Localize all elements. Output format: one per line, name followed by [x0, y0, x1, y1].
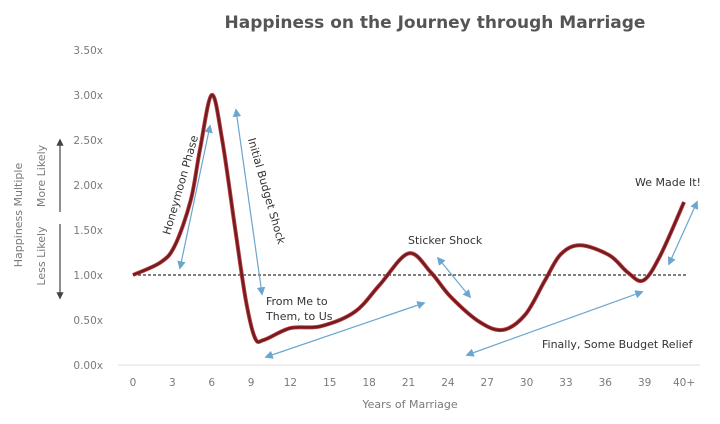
x-tick-label: 6 [208, 377, 215, 389]
annotation-arrow-me-to-us [264, 301, 426, 359]
y-tick-label: 2.00x [73, 180, 103, 192]
x-tick-label: 33 [559, 377, 572, 389]
annotation-me-to-us-1: From Me to [266, 295, 328, 308]
x-tick-label: 3 [169, 377, 176, 389]
x-tick-label: 9 [248, 377, 255, 389]
chart-title: Happiness on the Journey through Marriag… [225, 13, 646, 33]
annotation-arrow-budget [232, 108, 266, 296]
happiness-line-shadow [132, 92, 686, 344]
y-tick-label: 1.00x [73, 270, 103, 282]
annotation-me-to-us-2: Them, to Us [265, 310, 333, 323]
x-tick-label: 30 [520, 377, 533, 389]
x-tick-label: 15 [323, 377, 336, 389]
y-axis-label: Happiness Multiple [12, 163, 25, 268]
annotation-we-made-it: We Made It! [635, 176, 701, 189]
happiness-line [132, 93, 686, 344]
x-tick-label: 0 [130, 377, 137, 389]
x-tick-label: 12 [284, 377, 297, 389]
annotation-arrow-honeymoon [177, 124, 213, 270]
x-tick-label: 27 [481, 377, 494, 389]
annotation-sticker-shock: Sticker Shock [408, 234, 483, 247]
annotation-arrow-sticker-shock [436, 256, 472, 299]
y-tick-label: 1.50x [73, 225, 103, 237]
annotation-budget-relief: Finally, Some Budget Relief [542, 338, 693, 351]
x-tick-label: 39 [638, 377, 651, 389]
y-label-more-likely: More Likely [35, 144, 48, 207]
y-label-less-likely: Less Likely [35, 226, 48, 286]
x-tick-label: 24 [441, 377, 455, 389]
x-tick-label: 18 [362, 377, 375, 389]
y-tick-label: 0.00x [73, 360, 103, 372]
y-tick-label: 2.50x [73, 135, 103, 147]
annotation-budget-shock: Initial Budget Shock [245, 136, 288, 246]
y-tick-label: 0.50x [73, 315, 103, 327]
x-tick-label: 36 [599, 377, 613, 389]
annotation-arrow-we-made-it [667, 200, 699, 266]
y-tick-label: 3.00x [73, 90, 103, 102]
x-tick-label: 40+ [673, 377, 695, 389]
x-tick-label: 21 [402, 377, 415, 389]
y-tick-label: 3.50x [73, 45, 103, 57]
x-axis-label: Years of Marriage [361, 398, 457, 411]
annotation-arrow-budget-relief [465, 290, 644, 357]
